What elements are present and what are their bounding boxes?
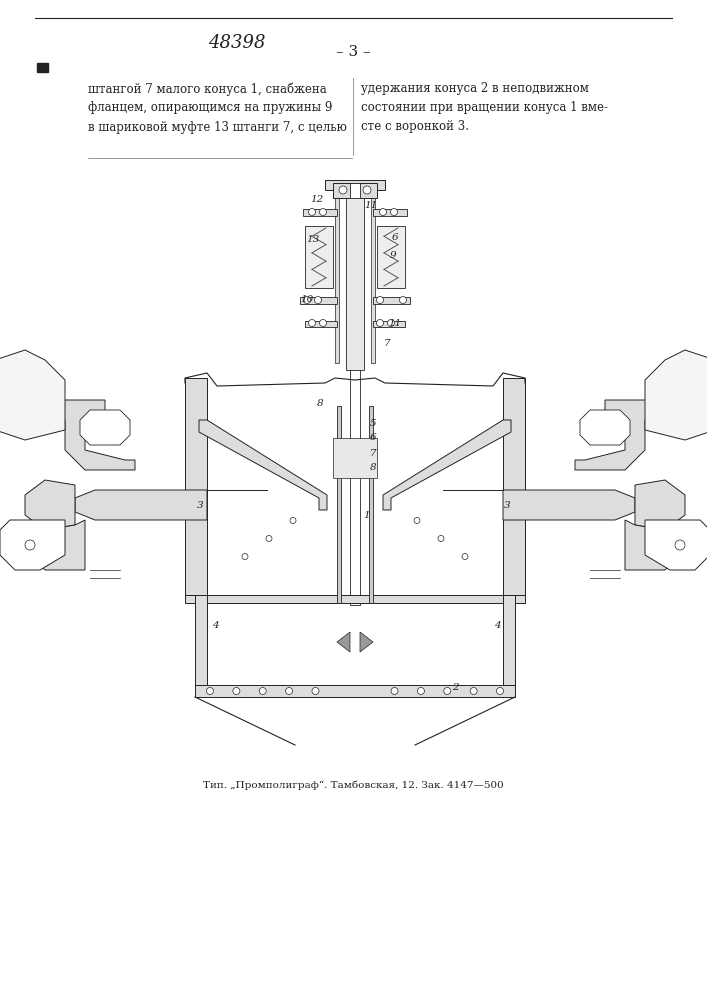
Bar [377, 226, 405, 288]
Bar [300, 297, 337, 304]
Polygon shape [635, 480, 685, 530]
Polygon shape [580, 410, 630, 445]
Circle shape [390, 209, 397, 216]
Polygon shape [575, 400, 665, 470]
Bar [37, 63, 48, 72]
Polygon shape [383, 420, 511, 510]
Bar [185, 595, 525, 603]
Circle shape [363, 186, 371, 194]
Bar [305, 226, 333, 288]
Bar [503, 378, 525, 595]
Circle shape [414, 518, 420, 524]
Bar [373, 209, 407, 216]
Text: 6: 6 [370, 434, 376, 442]
Circle shape [470, 688, 477, 694]
Polygon shape [25, 520, 85, 570]
Bar [303, 209, 337, 216]
Text: 2: 2 [452, 684, 458, 692]
Polygon shape [360, 632, 373, 652]
Text: 1: 1 [363, 510, 370, 520]
Circle shape [438, 536, 444, 542]
Bar [195, 685, 515, 697]
Circle shape [320, 209, 327, 216]
Circle shape [259, 688, 267, 694]
Circle shape [444, 688, 451, 694]
Text: 12: 12 [310, 196, 324, 205]
Bar [503, 595, 515, 685]
Text: – 3 –: – 3 – [336, 45, 370, 59]
Polygon shape [25, 480, 75, 530]
Text: 7: 7 [370, 448, 376, 458]
Circle shape [399, 296, 407, 304]
Text: 13: 13 [306, 235, 320, 244]
Text: Тип. „Промполиграф“. Тамбовская, 12. Зак. 4147—500: Тип. „Промполиграф“. Тамбовская, 12. Зак… [203, 780, 503, 790]
Circle shape [233, 688, 240, 694]
Bar [371, 183, 375, 363]
Bar [335, 183, 339, 363]
Text: 4: 4 [211, 620, 218, 630]
Text: 6: 6 [392, 233, 398, 242]
Text: 11: 11 [364, 202, 378, 211]
Circle shape [339, 186, 347, 194]
Circle shape [417, 688, 424, 694]
Bar [185, 378, 207, 595]
Polygon shape [45, 400, 135, 470]
Circle shape [308, 320, 315, 326]
Text: 11: 11 [388, 318, 402, 328]
Bar [369, 406, 373, 603]
Circle shape [320, 320, 327, 326]
Polygon shape [503, 490, 635, 520]
Circle shape [25, 540, 35, 550]
Polygon shape [645, 350, 707, 440]
Circle shape [496, 688, 503, 694]
Text: 5: 5 [370, 418, 376, 428]
Polygon shape [75, 490, 207, 520]
Polygon shape [337, 632, 350, 652]
Circle shape [303, 296, 310, 304]
Circle shape [206, 688, 214, 694]
Text: 9: 9 [390, 251, 397, 260]
Text: 8: 8 [317, 398, 323, 408]
Polygon shape [0, 520, 65, 570]
Bar [337, 406, 341, 603]
Circle shape [380, 209, 387, 216]
Bar [333, 438, 377, 478]
Bar [325, 180, 385, 190]
Text: 7: 7 [384, 338, 390, 348]
Bar [350, 183, 360, 605]
Bar [333, 183, 377, 198]
Text: 4: 4 [493, 620, 501, 630]
Circle shape [462, 554, 468, 560]
Text: 48398: 48398 [209, 34, 266, 52]
Bar [305, 321, 337, 327]
Polygon shape [199, 420, 327, 510]
Circle shape [312, 688, 319, 694]
Circle shape [387, 320, 395, 326]
Text: 8: 8 [370, 464, 376, 473]
Circle shape [290, 518, 296, 524]
Text: штангой 7 малого конуса 1, снабжена
фланцем, опирающимся на пружины 9
в шариково: штангой 7 малого конуса 1, снабжена флан… [88, 82, 347, 133]
Circle shape [308, 209, 315, 216]
Polygon shape [0, 350, 65, 440]
Bar [346, 198, 364, 370]
Bar [373, 297, 410, 304]
Text: 10: 10 [300, 296, 314, 304]
Bar [373, 321, 405, 327]
Circle shape [266, 536, 272, 542]
Circle shape [377, 296, 383, 304]
Text: 3: 3 [503, 500, 510, 510]
Text: 3: 3 [197, 500, 204, 510]
Circle shape [377, 320, 383, 326]
Circle shape [315, 296, 322, 304]
Circle shape [286, 688, 293, 694]
Polygon shape [645, 520, 707, 570]
Circle shape [242, 554, 248, 560]
Circle shape [391, 688, 398, 694]
Circle shape [675, 540, 685, 550]
Bar [195, 595, 207, 685]
Polygon shape [625, 520, 685, 570]
Polygon shape [80, 410, 130, 445]
Text: удержания конуса 2 в неподвижном
состоянии при вращении конуса 1 вме-
сте с воро: удержания конуса 2 в неподвижном состоян… [361, 82, 608, 133]
